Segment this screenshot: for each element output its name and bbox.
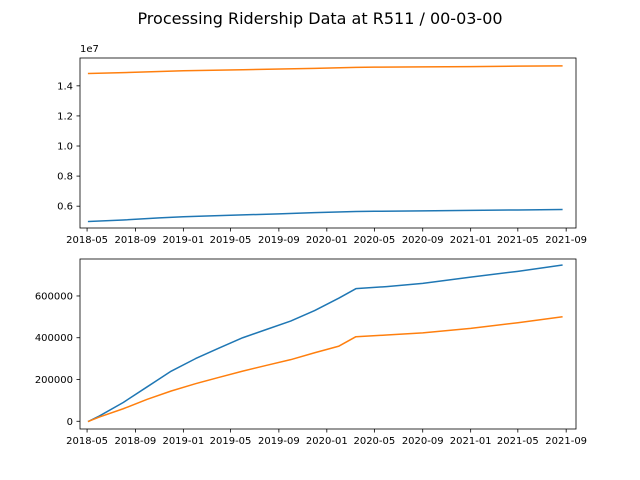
series-line-2: [87, 65, 563, 75]
x-tick-label: 2021-05: [497, 235, 539, 246]
x-tick-label: 2021-09: [545, 436, 587, 447]
x-tick-label: 2019-05: [210, 235, 252, 246]
y-axis: 0 200000 400000 600000: [35, 291, 80, 428]
x-tick-label: 2018-09: [115, 235, 157, 246]
series-line-1: [87, 264, 563, 423]
y-tick-label: 0.8: [57, 172, 73, 183]
x-axis: 2018-05 2018-09 2019-01 2019-05 2019-09 2020-…: [66, 429, 587, 447]
y-tick-label: 1.2: [57, 111, 73, 122]
x-tick-label: 2019-09: [258, 235, 300, 246]
y-tick-label: 0: [67, 417, 73, 428]
figure-title: Processing Ridership Data at R511 / 00-0…: [137, 9, 502, 28]
y-tick-label: 600000: [35, 291, 73, 302]
y-tick-label: 0.6: [57, 202, 73, 213]
subplot-bottom: 0 200000 400000 600000 2018-05 2018-09 2019-01…: [35, 258, 587, 447]
series-line-1: [87, 208, 563, 223]
x-tick-label: 2021-05: [497, 436, 539, 447]
x-tick-label: 2020-05: [353, 235, 395, 246]
plot-series: [87, 65, 563, 223]
x-axis: 2018-05 2018-09 2019-01 2019-05 2019-09 2020-…: [66, 228, 587, 246]
x-tick-label: 2018-05: [66, 436, 108, 447]
plot-series: [87, 264, 563, 423]
x-tick-label: 2020-09: [402, 436, 444, 447]
y-axis: 0.6 0.8 1.0 1.2 1.4 1e7: [57, 44, 99, 213]
y-tick-label: 1.0: [57, 142, 73, 153]
x-tick-label: 2019-05: [210, 436, 252, 447]
x-tick-label: 2018-05: [66, 235, 108, 246]
x-tick-label: 2020-01: [306, 436, 348, 447]
x-tick-label: 2020-01: [306, 235, 348, 246]
axes-frame: [79, 258, 577, 430]
series-line-2: [87, 316, 563, 423]
x-tick-label: 2021-01: [450, 436, 492, 447]
x-tick-label: 2018-09: [115, 436, 157, 447]
x-tick-label: 2019-01: [162, 235, 204, 246]
x-tick-label: 2020-09: [402, 235, 444, 246]
y-tick-label: 200000: [35, 375, 73, 386]
y-tick-label: 1.4: [57, 81, 73, 92]
y-offset-label: 1e7: [80, 44, 99, 55]
y-tick-label: 400000: [35, 333, 73, 344]
x-tick-label: 2020-05: [353, 436, 395, 447]
axes-frame: [79, 57, 577, 229]
x-tick-label: 2019-01: [162, 436, 204, 447]
x-tick-label: 2021-09: [545, 235, 587, 246]
x-tick-label: 2021-01: [450, 235, 492, 246]
x-tick-label: 2019-09: [258, 436, 300, 447]
